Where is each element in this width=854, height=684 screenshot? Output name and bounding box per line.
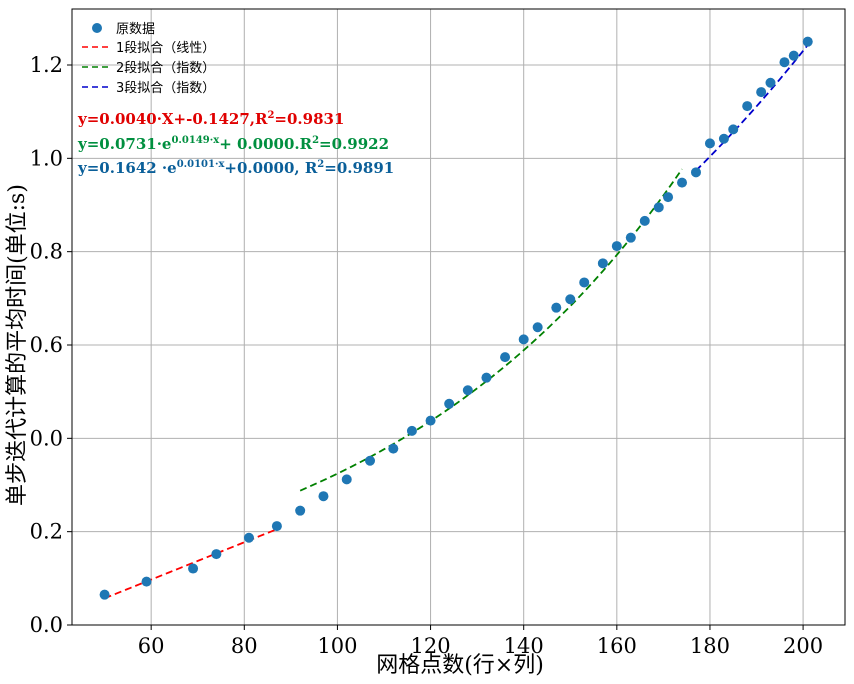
legend-label-fit-2: 2段拟合（指数） — [116, 61, 215, 76]
x-axis: 60 80 100 120 140 160 180 200 — [138, 625, 823, 658]
data-point — [444, 398, 455, 409]
data-point — [388, 443, 399, 454]
y-tick-label: 0.8 — [30, 240, 63, 264]
legend-marker-raw-data — [92, 23, 102, 33]
data-point — [579, 277, 590, 288]
data-point — [500, 352, 511, 363]
y-tick-label: 1.0 — [30, 146, 63, 170]
data-point — [425, 415, 436, 426]
y-axis: 0.0 0.2 0.0 0.6 0.8 1.0 1.2 — [30, 53, 72, 637]
data-point — [625, 232, 636, 243]
x-tick-label: 120 — [411, 634, 451, 658]
equation-fit-2: y=0.0731·e0.0149·x+ 0.0000.R2=0.9922 — [77, 135, 389, 153]
data-point — [532, 322, 543, 333]
data-point — [188, 563, 199, 574]
data-point — [481, 372, 492, 383]
x-tick-label: 140 — [504, 634, 544, 658]
data-point — [243, 532, 254, 543]
legend: 原数据 1段拟合（线性） 2段拟合（指数） 3段拟合（指数） — [82, 22, 215, 96]
data-point — [756, 87, 767, 98]
data-points — [99, 36, 813, 600]
equation-fit-3: y=0.1642 ·e0.0101·x+0.0000, R2=0.9891 — [77, 159, 394, 177]
data-point — [742, 101, 753, 112]
data-point — [802, 36, 813, 47]
data-point — [639, 215, 650, 226]
y-tick-label: 1.2 — [30, 53, 63, 77]
data-point — [788, 50, 799, 61]
x-tick-label: 100 — [317, 634, 357, 658]
fit-equations: y=0.0040·X+-0.1427,R2=0.9831 y=0.0731·e0… — [77, 110, 394, 177]
x-tick-label: 60 — [138, 634, 165, 658]
data-point — [551, 302, 562, 313]
data-point — [728, 124, 739, 135]
x-tick-label: 200 — [783, 634, 823, 658]
data-point — [690, 167, 701, 178]
data-point — [677, 177, 688, 188]
data-point — [653, 202, 664, 213]
data-point — [518, 334, 529, 345]
data-point — [318, 491, 329, 502]
data-point — [99, 589, 110, 600]
legend-label-fit-3: 3段拟合（指数） — [116, 81, 215, 96]
data-point — [611, 241, 622, 252]
grid — [72, 9, 845, 626]
x-tick-label: 180 — [690, 634, 730, 658]
data-point — [406, 425, 417, 436]
plot-background — [72, 9, 845, 625]
data-point — [141, 576, 152, 587]
legend-label-raw-data: 原数据 — [116, 22, 155, 37]
data-point — [211, 549, 222, 560]
data-point — [341, 474, 352, 485]
data-point — [462, 385, 473, 396]
data-point — [365, 455, 376, 466]
plot-frame — [71, 8, 846, 626]
data-point — [295, 505, 306, 516]
data-point — [663, 192, 674, 203]
data-point — [565, 294, 576, 305]
data-point — [271, 521, 282, 532]
y-tick-label: 0.6 — [30, 333, 63, 357]
x-tick-label: 160 — [597, 634, 637, 658]
y-axis-label: 单步迭代计算的平均时间(单位:s) — [5, 184, 30, 506]
legend-label-fit-1: 1段拟合（线性） — [116, 41, 215, 56]
y-tick-label: 0.0 — [30, 426, 63, 450]
data-point — [779, 57, 790, 68]
x-tick-label: 80 — [231, 634, 258, 658]
data-point — [718, 133, 729, 144]
data-point — [597, 258, 608, 269]
equation-fit-1: y=0.0040·X+-0.1427,R2=0.9831 — [77, 110, 344, 128]
y-tick-label: 0.0 — [30, 613, 63, 637]
x-axis-label: 网格点数(行×列) — [376, 653, 544, 678]
data-point — [704, 138, 715, 149]
fit-line-3 — [695, 44, 809, 172]
y-tick-label: 0.2 — [30, 520, 63, 544]
data-point — [765, 77, 776, 88]
